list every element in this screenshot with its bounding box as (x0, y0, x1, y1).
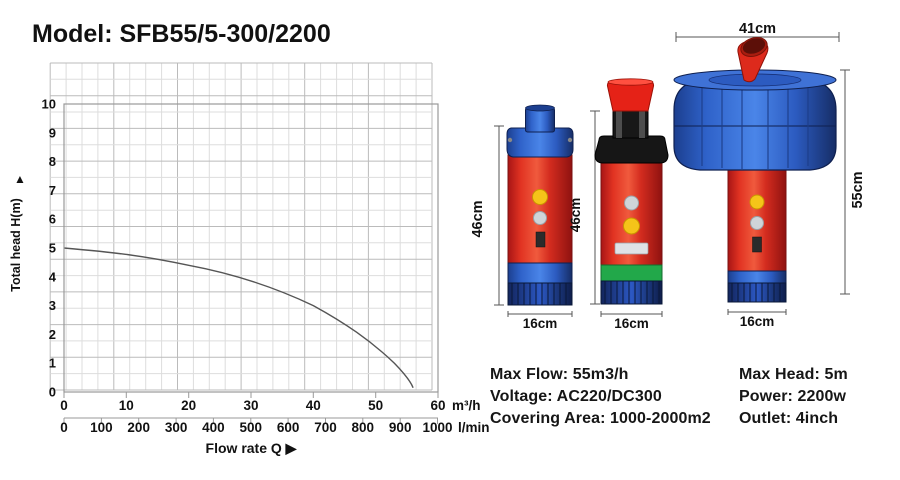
svg-text:8: 8 (49, 154, 56, 169)
svg-text:200: 200 (127, 420, 150, 435)
svg-text:0: 0 (49, 385, 56, 400)
svg-text:400: 400 (202, 420, 225, 435)
svg-text:▲: ▲ (14, 172, 26, 186)
svg-text:41cm: 41cm (739, 21, 776, 37)
svg-text:55cm: 55cm (850, 171, 866, 208)
svg-text:Flow rate Q ▶: Flow rate Q ▶ (206, 440, 298, 456)
svg-text:2: 2 (49, 327, 56, 342)
svg-text:500: 500 (240, 420, 263, 435)
svg-text:600: 600 (277, 420, 300, 435)
svg-text:7: 7 (49, 183, 56, 198)
svg-text:9: 9 (49, 125, 56, 140)
svg-text:3: 3 (49, 298, 56, 313)
svg-text:300: 300 (165, 420, 188, 435)
svg-text:900: 900 (389, 420, 412, 435)
svg-text:0: 0 (60, 420, 68, 435)
svg-text:46cm: 46cm (568, 198, 583, 233)
svg-text:10: 10 (119, 398, 134, 413)
svg-text:1: 1 (49, 356, 56, 371)
svg-text:16cm: 16cm (614, 316, 649, 331)
svg-text:100: 100 (90, 420, 113, 435)
svg-text:1000: 1000 (422, 420, 452, 435)
svg-text:20: 20 (181, 398, 196, 413)
svg-text:46cm: 46cm (470, 200, 486, 237)
svg-text:Total head H(m): Total head H(m) (9, 198, 23, 292)
svg-text:5: 5 (49, 241, 56, 256)
svg-text:30: 30 (243, 398, 258, 413)
svg-text:16cm: 16cm (740, 314, 775, 329)
svg-text:700: 700 (314, 420, 337, 435)
svg-text:60: 60 (430, 398, 445, 413)
svg-text:40: 40 (306, 398, 321, 413)
svg-text:6: 6 (49, 212, 56, 227)
svg-text:4: 4 (49, 269, 57, 284)
svg-text:10: 10 (42, 97, 56, 112)
svg-text:0: 0 (60, 398, 68, 413)
svg-text:16cm: 16cm (523, 316, 558, 331)
svg-text:50: 50 (368, 398, 383, 413)
svg-text:800: 800 (352, 420, 375, 435)
